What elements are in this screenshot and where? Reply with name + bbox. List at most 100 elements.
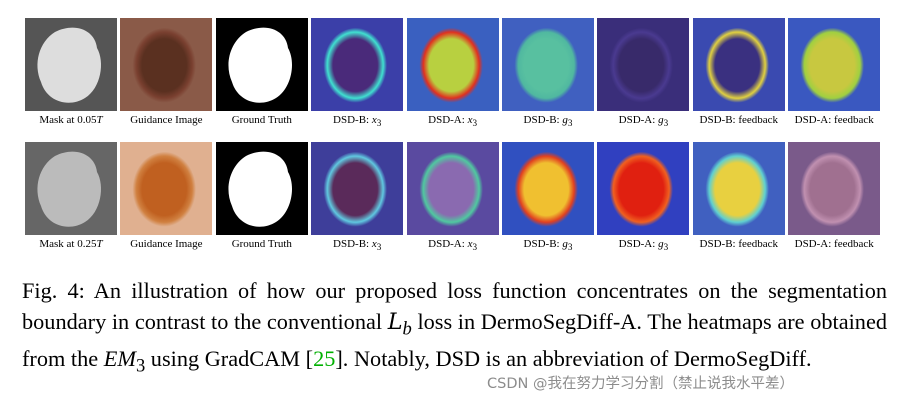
lesion-region xyxy=(323,27,388,103)
label-text: DSD-A: xyxy=(428,114,468,126)
panel-image xyxy=(597,142,690,235)
citation-link[interactable]: 25 xyxy=(313,346,336,372)
figure-panel: Guidance Image xyxy=(120,18,213,126)
label-text: DSD-A: feedback xyxy=(794,238,874,250)
caption-text: loss in DermoSegDiff-A. The heatmaps are… xyxy=(22,308,887,372)
label-text: DSD-B: xyxy=(333,238,372,250)
panel-label: DSD-A: g3 xyxy=(597,114,689,128)
panel-label: Mask at 0.05T xyxy=(25,114,117,126)
panel-image xyxy=(120,142,213,235)
figure-panel: DSD-B: feedback xyxy=(692,18,785,126)
panel-label: Mask at 0.25T xyxy=(25,238,117,250)
panel-image xyxy=(406,18,499,111)
panel-label: DSD-A: x3 xyxy=(407,114,499,128)
label-text: DSD-B: feedback xyxy=(699,114,779,126)
panel-label: DSD-A: feedback xyxy=(788,238,880,250)
label-text: Guidance Image xyxy=(130,114,203,126)
figure-panel: Mask at 0.05T xyxy=(25,18,117,126)
panel-image xyxy=(692,18,785,111)
lesion-region xyxy=(705,27,769,103)
label-math: x xyxy=(371,114,377,126)
lesion-region xyxy=(228,151,292,227)
panel-label: DSD-A: x3 xyxy=(407,238,499,252)
lesion-region xyxy=(609,151,674,227)
panel-label: Guidance Image xyxy=(120,238,212,250)
panel-label: Guidance Image xyxy=(120,114,212,126)
lesion-region xyxy=(37,27,101,103)
lesion-region xyxy=(419,151,483,227)
label-math: x xyxy=(467,238,473,250)
label-math: g xyxy=(658,238,664,250)
caption-text: using GradCAM [ xyxy=(145,346,314,372)
panel-label: DSD-B: x3 xyxy=(311,238,403,252)
panel-image xyxy=(311,18,404,111)
label-math: x xyxy=(467,114,473,126)
panel-label: DSD-B: g3 xyxy=(502,114,594,128)
figure-panel: DSD-A: feedback xyxy=(788,18,881,126)
label-sub: 3 xyxy=(663,242,669,253)
label-sub: 3 xyxy=(376,118,382,129)
figure-panel: DSD-A: feedback xyxy=(788,142,881,250)
lesion-region xyxy=(514,151,578,227)
figure-panel: DSD-B: g3 xyxy=(502,18,594,128)
label-text: Guidance Image xyxy=(130,238,203,250)
lesion-region xyxy=(800,151,865,227)
label-text: DSD-A: xyxy=(618,238,659,250)
label-math: g xyxy=(562,238,568,250)
label-text: Mask at 0.25 xyxy=(39,238,97,250)
panel-image xyxy=(502,18,594,111)
figure-panel: Guidance Image xyxy=(120,142,213,250)
panel-label: Ground Truth xyxy=(216,114,308,126)
label-text: DSD-B: feedback xyxy=(699,238,779,250)
label-text: DSD-B: xyxy=(333,114,372,126)
lesion-region xyxy=(705,151,769,227)
label-sub: 3 xyxy=(663,118,669,129)
lesion-region xyxy=(323,151,388,227)
figure-panel: DSD-B: x3 xyxy=(311,18,404,128)
figure-panel: Mask at 0.25T xyxy=(25,142,117,250)
panel-image xyxy=(120,18,213,111)
lesion-region xyxy=(800,27,865,103)
figure-panel: DSD-B: g3 xyxy=(502,142,594,252)
figure-panel: Ground Truth xyxy=(215,142,308,250)
panel-image xyxy=(215,18,308,111)
panel-label: DSD-A: g3 xyxy=(597,238,689,252)
panel-label: DSD-B: feedback xyxy=(693,238,785,250)
lesion-region xyxy=(228,27,292,103)
figure-panel: DSD-A: x3 xyxy=(406,18,499,128)
lesion-region xyxy=(132,27,197,103)
label-text: Mask at 0.05 xyxy=(39,114,97,126)
panel-image xyxy=(215,142,308,235)
label-math: T xyxy=(96,114,103,126)
label-text: DSD-A: xyxy=(618,114,659,126)
figure-panel: DSD-B: feedback xyxy=(692,142,785,250)
caption-math: 3 xyxy=(135,355,146,377)
panel-image xyxy=(788,142,881,235)
label-text: Ground Truth xyxy=(231,238,292,250)
lesion-region xyxy=(37,151,101,227)
label-sub: 3 xyxy=(472,118,478,129)
figure-panel: DSD-A: g3 xyxy=(597,18,690,128)
lesion-region xyxy=(609,27,674,103)
lesion-region xyxy=(514,27,578,103)
label-text: DSD-B: xyxy=(523,238,563,250)
lesion-region xyxy=(419,27,483,103)
label-math: T xyxy=(96,238,103,250)
figure-panel: DSD-A: x3 xyxy=(406,142,499,252)
panel-image xyxy=(406,142,499,235)
lesion-region xyxy=(132,151,197,227)
label-text: DSD-A: xyxy=(428,238,468,250)
caption-text: ]. Notably, DSD is an abbreviation of De… xyxy=(335,346,812,372)
caption-text: Fig. 4: An illustration of how our propo… xyxy=(22,278,887,334)
caption-math: EM xyxy=(103,346,136,372)
label-math: x xyxy=(371,238,377,250)
label-math: g xyxy=(658,114,664,126)
panel-label: DSD-B: x3 xyxy=(311,114,403,128)
panel-image xyxy=(692,142,785,235)
figure-panel: DSD-A: g3 xyxy=(597,142,690,252)
label-sub: 3 xyxy=(472,242,478,253)
figure-caption: Fig. 4: An illustration of how our propo… xyxy=(22,276,887,382)
label-text: DSD-B: xyxy=(523,114,563,126)
label-sub: 3 xyxy=(567,118,573,129)
